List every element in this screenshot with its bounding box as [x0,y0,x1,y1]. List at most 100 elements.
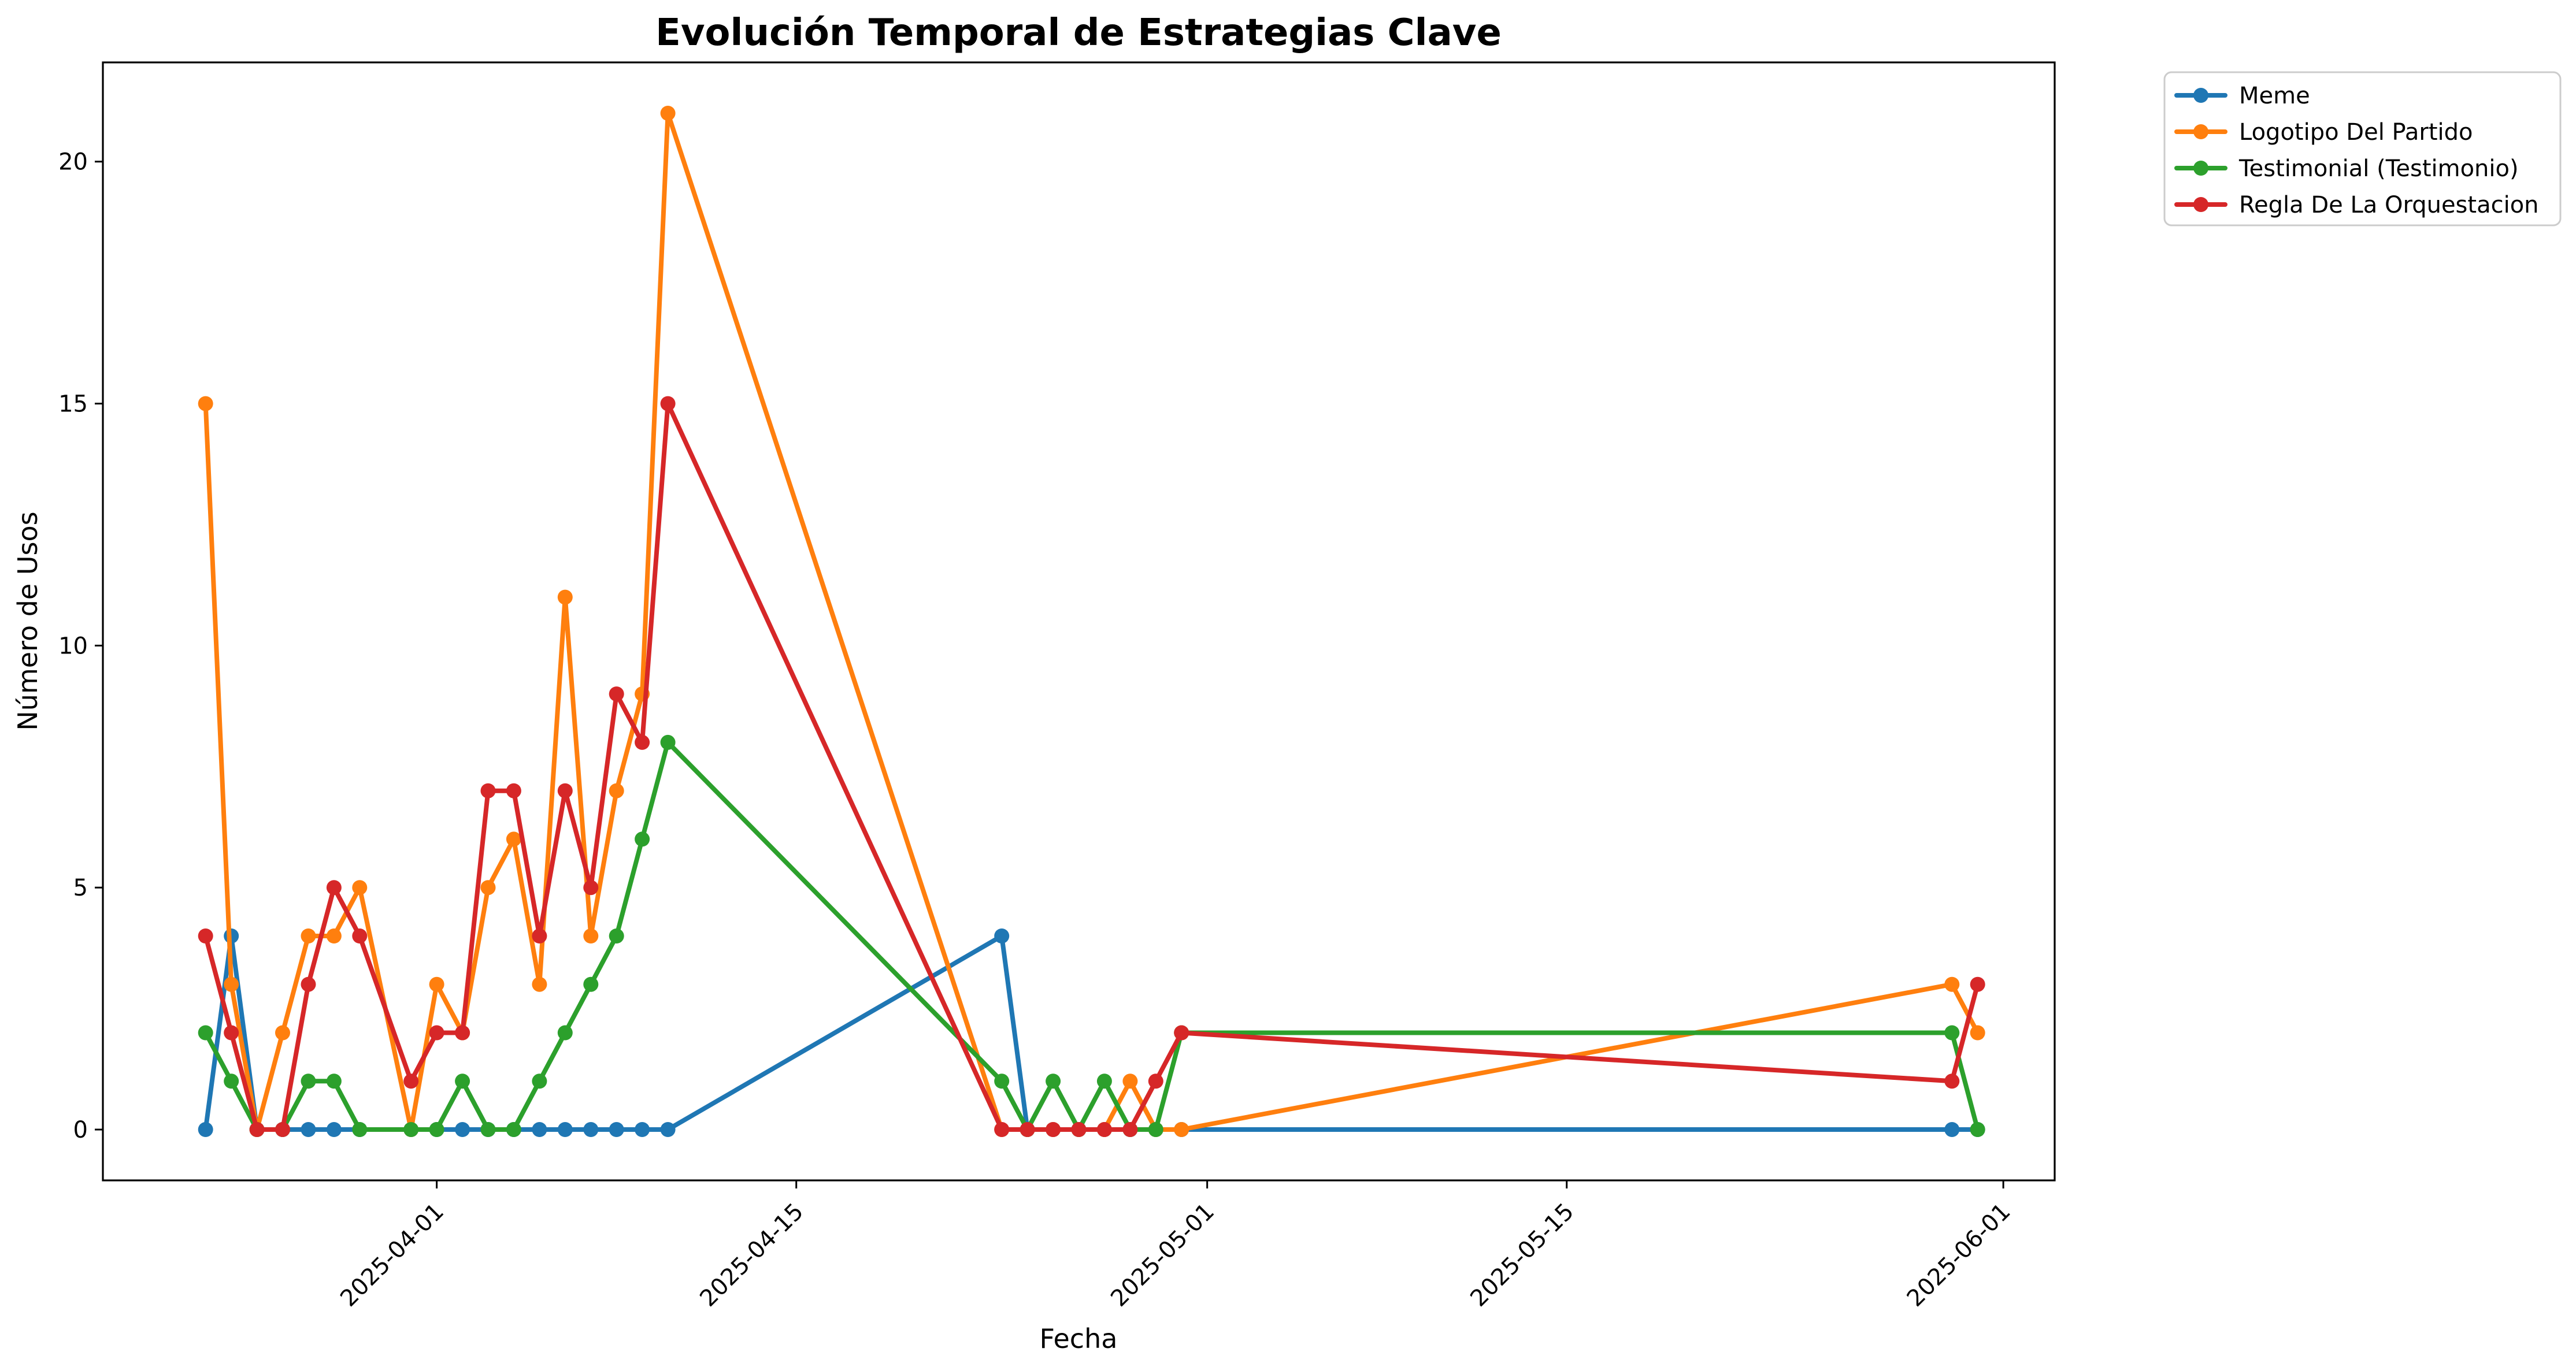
data-point [224,1073,239,1089]
data-point [429,976,444,992]
data-point [275,1025,290,1041]
data-point [660,1122,676,1137]
data-point [506,831,521,847]
data-point [583,928,599,943]
data-point [506,1122,521,1137]
data-point [994,1122,1010,1137]
data-point [994,928,1010,943]
y-tick-label: 5 [73,875,88,901]
data-point [1944,1025,1960,1041]
chart-title: Evolución Temporal de Estrategias Clave [655,12,1502,54]
data-point [326,1122,342,1137]
data-point [532,1122,547,1137]
y-tick-label: 15 [58,391,88,418]
legend-frame [2163,71,2562,226]
data-point [660,106,676,121]
data-point [198,1025,213,1041]
data-point [352,1122,368,1137]
legend-swatch-marker [2193,124,2208,139]
legend-items: Meme Logotipo Del Partido Testimonial (Tes… [2174,83,2539,218]
data-point [275,1122,290,1137]
legend: Meme Logotipo Del Partido Testimonial (Tes… [2163,71,2562,226]
data-point [301,976,316,992]
data-point [1020,1122,1035,1137]
data-point [429,1025,444,1041]
data-point [1096,1122,1112,1137]
legend-swatch-marker [2193,88,2208,103]
data-point [635,831,650,847]
y-tick-label: 0 [73,1117,88,1143]
data-point [198,928,213,943]
data-point [480,1122,496,1137]
data-point [994,1073,1010,1089]
data-point [326,880,342,896]
data-point [583,976,599,992]
data-point [352,928,368,943]
data-point [660,734,676,750]
data-point [480,880,496,896]
data-point [609,928,624,943]
plot-area-frame [102,61,2056,1182]
data-point [635,1122,650,1137]
data-point [557,1025,573,1041]
data-point [455,1025,470,1041]
legend-label: Testimonial (Testimonio) [2238,155,2519,182]
data-point [1122,1073,1138,1089]
data-point [609,1122,624,1137]
data-point [301,928,316,943]
data-point [326,928,342,943]
data-point [455,1122,470,1137]
data-point [532,928,547,943]
data-point [557,589,573,605]
series-layer [198,106,1985,1137]
data-point [249,1122,265,1137]
data-point [660,396,676,411]
data-point [506,783,521,798]
data-point [198,1122,213,1137]
y-tick-label: 10 [58,633,88,659]
data-point [1148,1073,1163,1089]
data-point [301,1073,316,1089]
data-point [429,1122,444,1137]
data-point [224,976,239,992]
legend-swatch-marker [2193,197,2208,212]
data-point [455,1073,470,1089]
legend-label: Regla De La Orquestacion [2239,192,2539,218]
data-point [224,1025,239,1041]
data-point [583,1122,599,1137]
data-point [480,783,496,798]
y-axis-ticks: 0 5 10 15 20 [58,149,103,1143]
data-point [557,783,573,798]
data-point [1122,1122,1138,1137]
data-point [583,880,599,896]
data-point [532,976,547,992]
data-point [1970,1122,1985,1137]
data-point [557,1122,573,1137]
data-point [1174,1122,1189,1137]
data-point [1046,1122,1061,1137]
data-point [635,734,650,750]
data-point [198,396,213,411]
data-point [1148,1122,1163,1137]
series-3 [198,396,1985,1137]
series-line-2 [203,740,1980,1132]
data-point [1944,1073,1960,1089]
data-point [1174,1025,1189,1041]
data-point [609,783,624,798]
data-point [1071,1122,1087,1137]
data-point [609,686,624,702]
data-point [403,1122,419,1137]
series-line-3 [203,401,1980,1132]
data-point [301,1122,316,1137]
legend-swatch-marker [2193,161,2208,176]
data-point [1046,1073,1061,1089]
data-point [352,880,368,896]
data-point [403,1073,419,1089]
data-point [1970,1025,1985,1041]
legend-label: Meme [2239,83,2310,109]
data-point [1096,1073,1112,1089]
x-axis-label: Fecha [1040,1323,1118,1354]
data-point [1970,976,1985,992]
